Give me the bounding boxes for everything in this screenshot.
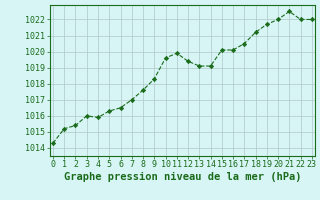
X-axis label: Graphe pression niveau de la mer (hPa): Graphe pression niveau de la mer (hPa) — [64, 172, 301, 182]
